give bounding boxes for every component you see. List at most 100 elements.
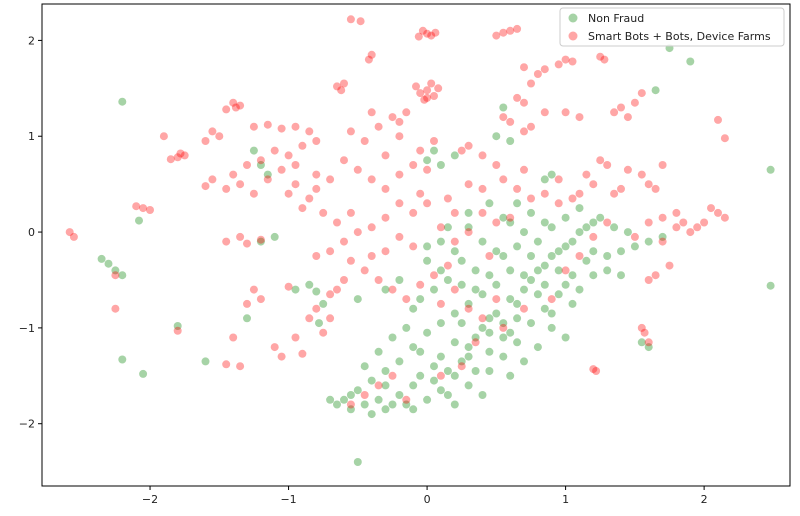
point-bots <box>499 28 508 37</box>
point-non-fraud <box>118 271 127 280</box>
point-bots <box>443 261 452 270</box>
point-non-fraud <box>135 216 143 225</box>
point-bots <box>457 146 466 155</box>
point-bots <box>436 223 445 232</box>
point-bots <box>513 93 522 102</box>
point-non-fraud <box>533 343 542 352</box>
point-bots <box>367 223 376 232</box>
point-non-fraud <box>374 395 383 404</box>
point-non-fraud <box>582 256 591 265</box>
point-bots <box>333 82 341 91</box>
point-bots <box>575 252 584 260</box>
point-non-fraud <box>471 266 480 275</box>
point-non-fraud <box>346 391 355 399</box>
point-non-fraud <box>513 338 522 347</box>
point-non-fraud <box>256 161 265 169</box>
point-bots <box>277 124 286 133</box>
point-non-fraud <box>395 276 404 284</box>
point-non-fraud <box>506 137 515 145</box>
point-bots <box>249 285 258 294</box>
point-non-fraud <box>492 309 501 318</box>
point-non-fraud <box>305 280 314 289</box>
point-non-fraud <box>506 295 515 304</box>
point-bots <box>527 79 535 88</box>
point-bots <box>651 271 660 280</box>
point-bots <box>346 400 355 409</box>
point-non-fraud <box>430 376 438 385</box>
point-bots <box>381 247 390 256</box>
point-non-fraud <box>409 405 418 414</box>
x-tick-label: −1 <box>280 493 296 506</box>
point-non-fraud <box>409 343 418 352</box>
point-non-fraud <box>360 400 369 409</box>
plot-area <box>41 3 791 487</box>
point-bots <box>478 314 487 323</box>
point-bots <box>243 161 251 169</box>
point-non-fraud <box>423 242 432 251</box>
point-non-fraud <box>436 352 445 361</box>
point-bots <box>596 156 605 165</box>
point-non-fraud <box>485 328 494 337</box>
point-bots <box>166 155 175 164</box>
point-non-fraud <box>457 280 466 289</box>
point-bots <box>610 108 619 117</box>
point-bots <box>409 161 418 169</box>
point-bots <box>284 151 293 160</box>
point-non-fraud <box>381 285 390 294</box>
point-bots <box>506 26 515 35</box>
point-non-fraud <box>540 175 549 184</box>
point-non-fraud <box>499 213 508 222</box>
point-bots <box>360 266 369 275</box>
point-non-fraud <box>471 285 480 294</box>
point-bots <box>222 360 231 369</box>
point-non-fraud <box>568 237 577 246</box>
point-bots <box>589 180 598 189</box>
point-bots <box>381 213 390 222</box>
y-tick-label: −1 <box>19 322 35 335</box>
legend-label-non-fraud: Non Fraud <box>588 12 644 25</box>
point-bots <box>388 113 397 122</box>
point-non-fraud <box>118 97 127 106</box>
point-bots <box>561 108 570 117</box>
point-non-fraud <box>443 367 452 375</box>
point-non-fraud <box>457 256 466 265</box>
point-non-fraud <box>547 170 556 179</box>
y-tick-label: 2 <box>28 34 35 47</box>
point-bots <box>356 17 365 26</box>
point-bots <box>256 156 265 165</box>
point-bots <box>423 165 432 174</box>
point-bots <box>430 271 438 280</box>
point-non-fraud <box>554 247 563 256</box>
point-bots <box>374 122 383 131</box>
point-non-fraud <box>527 319 535 328</box>
point-bots <box>436 371 445 380</box>
point-bots <box>431 28 440 37</box>
point-bots <box>423 93 432 102</box>
point-bots <box>617 103 625 112</box>
point-bots <box>554 199 563 208</box>
point-bots <box>499 323 508 332</box>
point-non-fraud <box>436 161 445 169</box>
point-bots <box>346 15 355 24</box>
point-bots <box>312 252 321 260</box>
point-non-fraud <box>623 228 632 237</box>
point-non-fraud <box>686 57 695 66</box>
point-non-fraud <box>471 333 480 342</box>
point-bots <box>644 338 653 347</box>
point-bots <box>229 333 238 342</box>
point-bots <box>720 134 729 143</box>
point-non-fraud <box>527 208 535 217</box>
point-non-fraud <box>533 266 542 275</box>
point-non-fraud <box>457 357 466 366</box>
point-non-fraud <box>478 237 487 246</box>
point-bots <box>499 175 508 184</box>
point-bots <box>644 218 653 227</box>
axes-layer: −2 −1 0 1 2 −2 −1 0 1 2 <box>19 34 708 506</box>
point-bots <box>277 165 286 174</box>
point-non-fraud <box>506 266 515 275</box>
point-bots <box>450 208 459 217</box>
point-non-fraud <box>340 395 348 404</box>
point-non-fraud <box>603 252 612 260</box>
point-non-fraud <box>540 280 549 289</box>
point-bots <box>111 304 120 313</box>
